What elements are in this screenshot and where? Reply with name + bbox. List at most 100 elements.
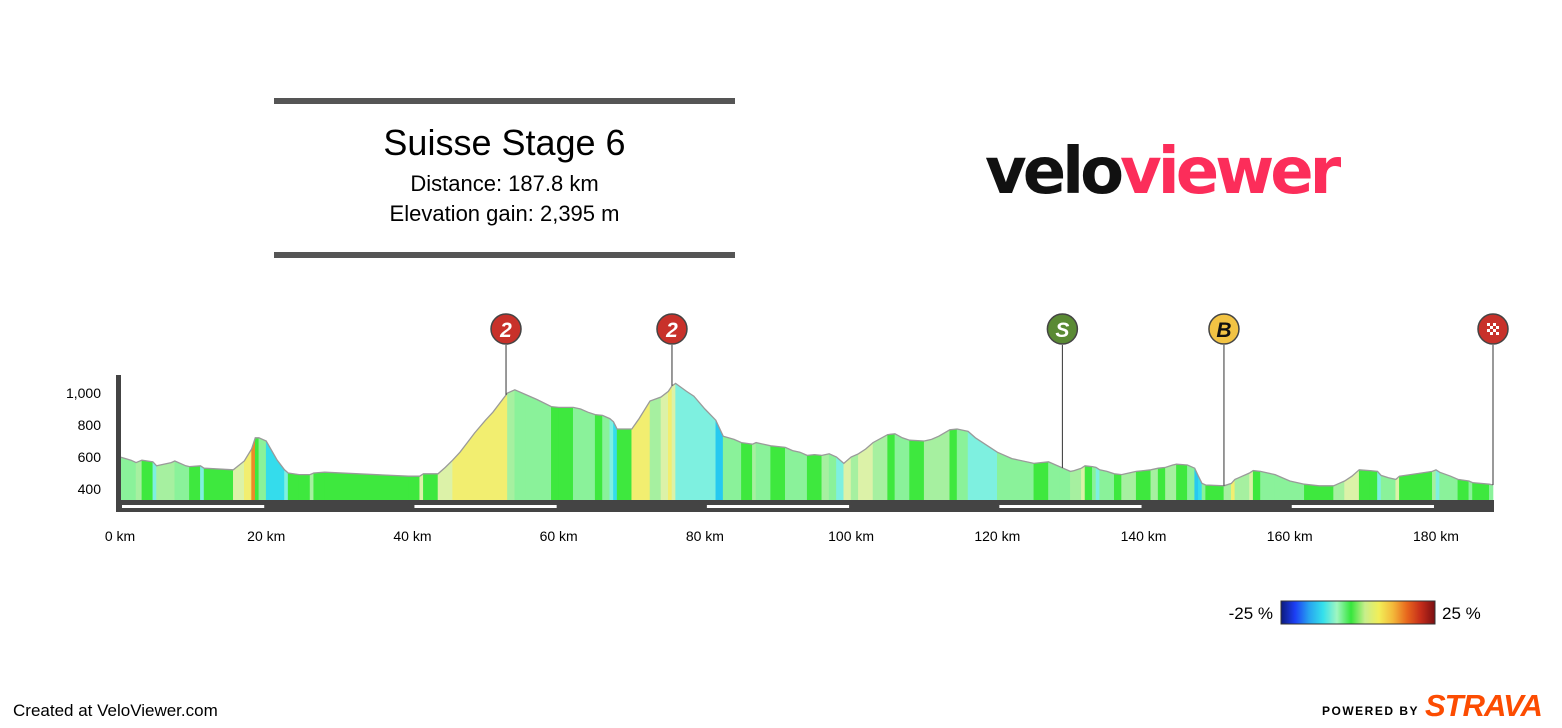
profile-segment [704, 408, 717, 501]
profile-segment [1059, 466, 1064, 501]
profile-segment [1128, 471, 1137, 501]
profile-segment [931, 435, 940, 501]
profile-segment [967, 430, 976, 501]
profile-segment [909, 439, 925, 501]
profile-segment [1472, 482, 1490, 501]
profile-segment [923, 439, 932, 501]
profile-segment [203, 467, 234, 501]
profile-segment [1439, 471, 1451, 501]
x-axis-stripe [999, 505, 1142, 508]
profile-segment [1157, 467, 1166, 501]
checkered-flag-icon [1493, 329, 1496, 332]
checkered-flag-icon [1487, 323, 1490, 326]
profile-segment [1092, 466, 1097, 501]
profile-segment [1073, 467, 1082, 501]
profile-segment [1201, 482, 1206, 501]
marker-label: 2 [499, 319, 512, 342]
profile-segment [1051, 462, 1060, 501]
profile-segment [887, 433, 896, 501]
profile-segment [276, 459, 285, 501]
profile-segment [558, 407, 574, 501]
marker-label: B [1216, 319, 1231, 342]
profile-segment [1062, 467, 1071, 501]
profile-segment [135, 459, 143, 501]
profile-outline-layer [119, 382, 1494, 487]
climb-badge-icon [656, 313, 688, 345]
profile-segment [649, 396, 662, 501]
profile-segment [287, 472, 300, 501]
profile-segment [298, 474, 311, 501]
profile-segment [1435, 469, 1440, 501]
profile-segment [525, 394, 538, 501]
profile-segment [784, 446, 793, 501]
veloviewer-logo: veloviewer [985, 140, 1341, 204]
profile-segment [671, 382, 676, 501]
profile-segment [1351, 469, 1360, 501]
x-tick-label: 40 km [393, 528, 431, 544]
profile-segment [1410, 472, 1422, 501]
profile-segment [258, 437, 267, 501]
profile-segment [130, 459, 137, 501]
profile-segment [806, 454, 815, 501]
y-tick-label: 800 [78, 417, 102, 433]
distance-text: Distance: 187.8 km [410, 171, 599, 196]
profile-segment [1135, 470, 1144, 501]
profile-segment [1033, 461, 1049, 501]
profile-segment [1252, 470, 1261, 501]
profile-segment [1489, 483, 1494, 501]
profile-segment [755, 442, 771, 501]
profile-segment [1081, 465, 1086, 501]
profile-segment [1234, 477, 1239, 501]
profile-segment [752, 442, 757, 501]
profile-segment [975, 437, 998, 501]
x-tick-label: 160 km [1267, 528, 1313, 544]
profile-segment [507, 389, 516, 501]
profile-segment [938, 429, 951, 501]
x-tick-label: 120 km [974, 528, 1020, 544]
profile-segment [1304, 483, 1320, 501]
profile-segment [1399, 474, 1411, 501]
legend-max-label: 25 % [1442, 604, 1481, 623]
profile-segment [1241, 472, 1250, 501]
profile-segment [243, 447, 252, 501]
profile-segment [901, 437, 910, 501]
profile-segment [675, 382, 687, 501]
profile-segment [613, 421, 618, 501]
profile-segment [741, 442, 753, 501]
checkered-flag-icon [1487, 329, 1490, 332]
climb-marker[interactable]: 2 [490, 313, 522, 395]
profile-segment [1249, 470, 1254, 501]
climb-marker[interactable]: 2 [656, 313, 688, 386]
x-axis-stripe [414, 505, 557, 508]
checkered-flag-icon [1496, 326, 1499, 329]
profile-segment [894, 433, 903, 501]
finish-marker[interactable] [1477, 313, 1509, 485]
profile-segment [872, 434, 888, 501]
axis-layer: 0 km 20 km 40 km 60 km 80 km 100 km 120 km 140 … [66, 375, 1494, 544]
profile-segment [185, 465, 190, 501]
profile-segment [1150, 467, 1159, 501]
profile-segment [572, 407, 581, 501]
logo-part-velo: velo [985, 135, 1124, 209]
sprint-marker[interactable]: S [1046, 313, 1079, 468]
bonus-marker[interactable]: B [1208, 313, 1240, 486]
profile-segment [189, 465, 201, 501]
profile-segment [1165, 464, 1174, 501]
profile-segment [594, 414, 603, 501]
profile-segment [1106, 470, 1115, 501]
profile-segment [1095, 466, 1100, 501]
profile-segment [1113, 473, 1122, 501]
marker-label: 2 [665, 319, 678, 342]
y-tick-label: 600 [78, 449, 102, 465]
profile-segment [1172, 463, 1177, 501]
profile-segment [119, 456, 132, 501]
profile-segment [609, 417, 614, 501]
profile-segment [313, 471, 326, 501]
profile-segment [1238, 475, 1243, 501]
elevation-gain-text: Elevation gain: 2,395 m [389, 201, 620, 226]
stage-title: Suisse Stage 6 [383, 122, 626, 163]
climb-badge-icon [490, 313, 522, 345]
profile-segment [514, 389, 527, 501]
profile-segment [1318, 485, 1334, 501]
profile-segment [949, 428, 958, 501]
